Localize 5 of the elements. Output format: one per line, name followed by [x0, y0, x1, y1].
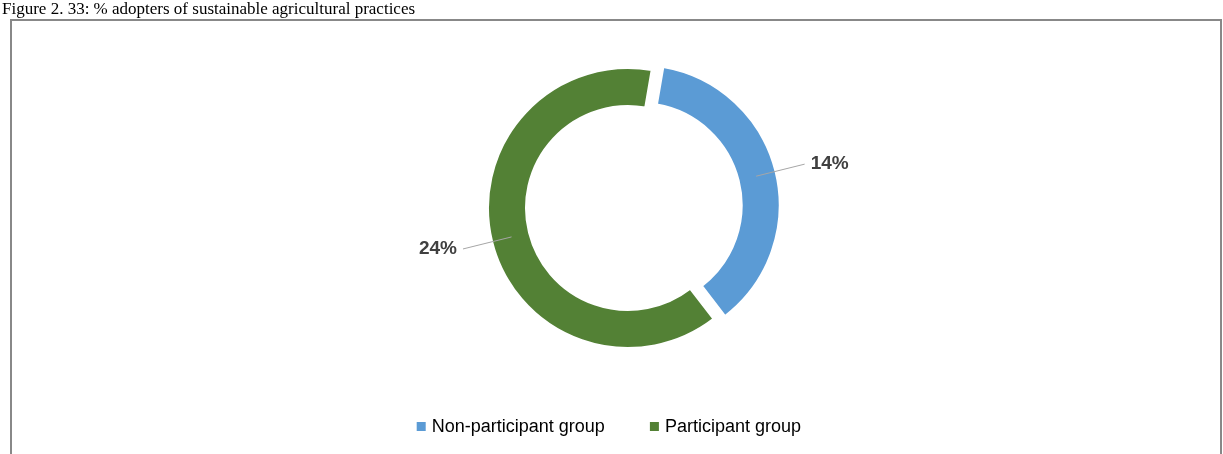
legend-label: Non-participant group — [431, 415, 605, 436]
legend-label: Participant group — [664, 415, 801, 436]
data-label: 24% — [418, 236, 458, 258]
data-label: 14% — [810, 152, 849, 174]
text: Figure 2. 33: % adopters of sustainable agricultural practices — [2, 0, 416, 18]
